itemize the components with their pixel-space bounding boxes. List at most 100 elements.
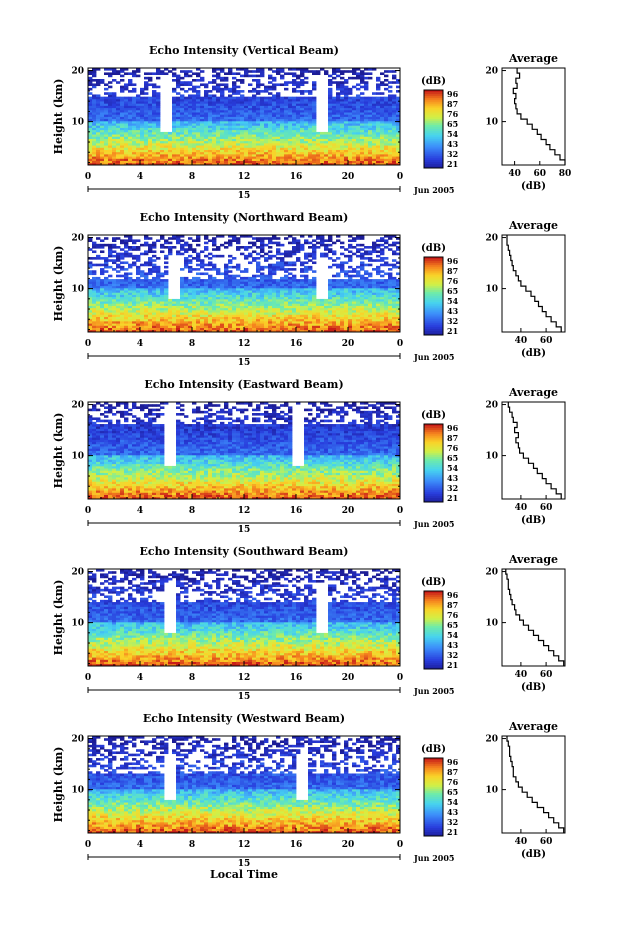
heatmap-cell [164,312,169,315]
heatmap-cell [188,145,193,148]
heatmap-cell [184,114,189,117]
heatmap-cell [260,123,265,126]
heatmap-cell [172,74,177,78]
heatmap-cell [92,263,97,267]
heatmap-cell [344,158,349,161]
heatmap-cell [172,158,177,161]
heatmap-cell [308,145,313,148]
heatmap-cell [140,131,145,135]
heatmap-cell [148,83,153,87]
heatmap-cell [208,292,213,295]
heatmap-cell [348,92,353,95]
heatmap-cell [92,147,97,150]
heatmap-cell [296,68,301,71]
heatmap-cell [192,109,197,113]
heatmap-cell [140,263,145,267]
heatmap-cell [264,123,269,126]
heatmap-cell [200,263,205,267]
heatmap-cell [104,270,109,273]
heatmap-cell [216,98,221,102]
heatmap-cell [136,131,141,135]
heatmap-cell [128,307,133,311]
heatmap-cell [100,103,105,106]
heatmap-cell [316,153,321,157]
heatmap-cell [88,283,93,287]
heatmap-cell [88,158,93,161]
heatmap-cell [104,312,109,315]
heatmap-cell [144,140,149,144]
heatmap-cell [168,318,173,322]
heatmap-cell [356,149,361,153]
heatmap-cell [272,301,277,304]
heatmap-cell [276,72,281,76]
heatmap-cell [124,294,129,298]
heatmap-cell [128,138,133,142]
heatmap-cell [244,151,249,155]
heatmap-cell [236,138,241,142]
heatmap-cell [252,320,257,324]
heatmap-cell [100,114,105,117]
heatmap-cell [132,123,137,126]
heatmap-cell [304,136,309,139]
heatmap-cell [296,101,301,104]
heatmap-cell [368,114,373,117]
heatmap-cell [340,246,345,249]
heatmap-cell [184,145,189,148]
heatmap-cell [332,125,337,128]
heatmap-cell [140,160,145,164]
heatmap-cell [308,116,313,120]
heatmap-cell [128,292,133,295]
heatmap-cell [200,162,205,166]
heatmap-cell [144,160,149,164]
heatmap-cell [344,156,349,159]
heatmap-cell [104,296,109,300]
heatmap-cell [224,294,229,298]
heatmap-cell [328,118,333,122]
heatmap-cell [396,138,401,142]
heatmap-cell [376,147,381,150]
heatmap-cell [388,153,393,157]
heatmap-cell [252,241,257,245]
heatmap-cell [200,301,205,304]
heatmap-cell [356,145,361,148]
heatmap-cell [184,149,189,153]
heatmap-cell [288,96,293,100]
heatmap-cell [112,109,117,113]
heatmap-cell [240,145,245,148]
heatmap-cell [296,131,301,135]
heatmap-cell [320,153,325,157]
heatmap-cell [128,314,133,317]
heatmap-cell [120,285,125,289]
heatmap-cell [292,96,297,100]
heatmap-cell [356,105,361,109]
heatmap-cell [152,160,157,164]
colorbar [423,89,444,169]
heatmap-cell [128,156,133,159]
heatmap-cell [288,105,293,109]
heatmap-cell [136,125,141,128]
heatmap-cell [352,125,357,128]
heatmap-cell [372,118,377,122]
heatmap-cell [244,149,249,153]
heatmap-cell [304,70,309,73]
heatmap-cell [192,312,197,315]
heatmap-cell [188,131,193,135]
heatmap-cell [152,270,157,273]
heatmap-cell [312,145,317,148]
heatmap-cell [384,140,389,144]
heatmap-cell [204,272,209,276]
heatmap-cell [160,305,165,309]
heatmap-cell [176,76,181,80]
heatmap-cell [124,151,129,155]
heatmap-cell [100,149,105,153]
heatmap-cell [88,138,93,142]
heatmap-cell [224,83,229,87]
heatmap-cell [116,254,121,258]
heatmap-cell [168,301,173,304]
heatmap-cell [376,151,381,155]
heatmap-cell [156,239,161,243]
heatmap-cell [272,140,277,144]
heatmap-cell [132,320,137,324]
heatmap-cell [224,303,229,306]
heatmap-cell [292,131,297,135]
